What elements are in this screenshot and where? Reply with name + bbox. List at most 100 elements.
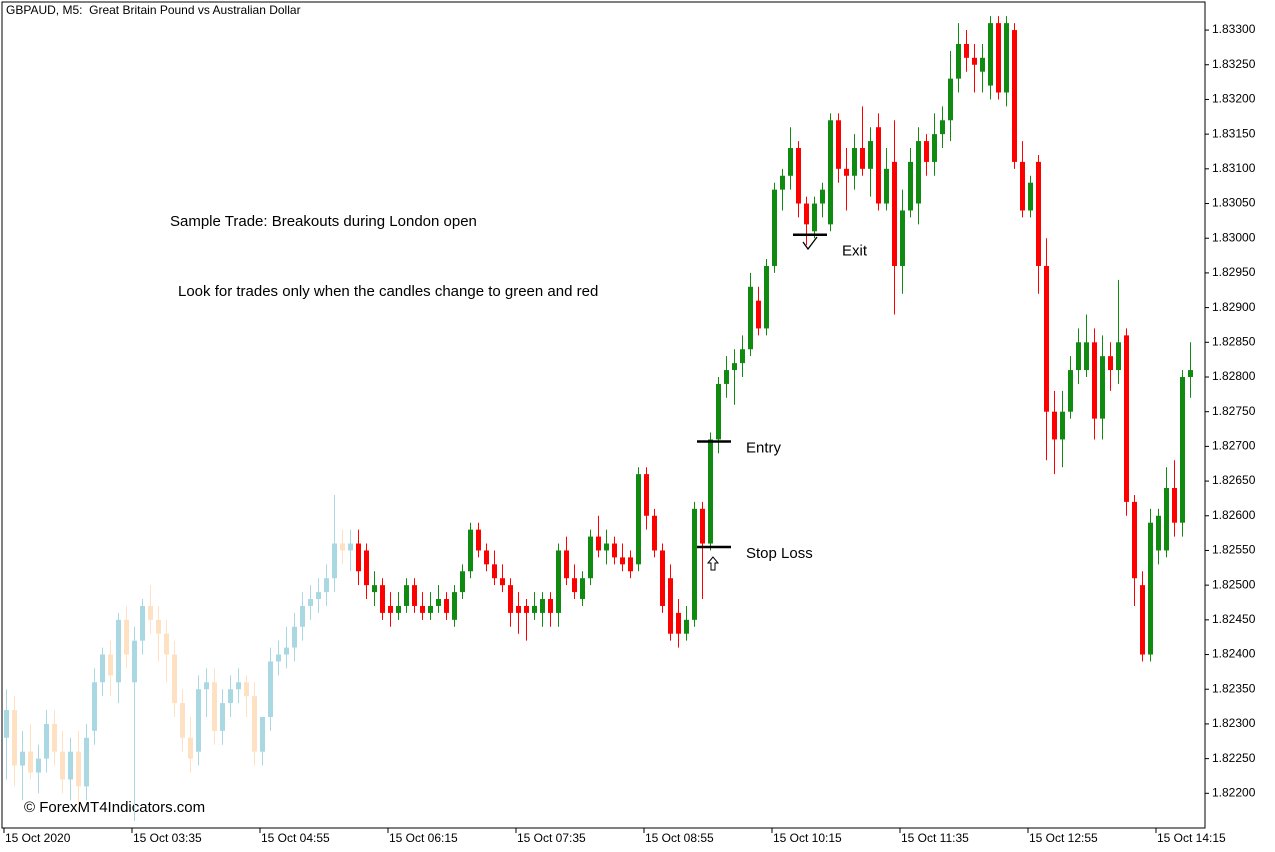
candle-body <box>860 148 865 169</box>
candle-body <box>908 161 913 211</box>
candle-body <box>372 585 377 593</box>
candle-body <box>356 543 361 572</box>
candle-body <box>1188 370 1193 377</box>
candle-body <box>628 557 633 572</box>
candle-body <box>1092 342 1097 419</box>
level-label: Stop Loss <box>746 545 813 562</box>
candle-body <box>540 599 545 613</box>
candle-body <box>348 543 353 551</box>
y-tick-label: 1.82300 <box>1212 716 1256 730</box>
candle-body <box>1124 335 1129 502</box>
y-tick-label: 1.83000 <box>1212 230 1256 244</box>
candle-body <box>1076 342 1081 371</box>
candle-body <box>620 557 625 565</box>
candle-body <box>636 474 641 565</box>
candle-body <box>980 57 985 72</box>
exit-check-icon <box>802 236 818 251</box>
y-tick-label: 1.83250 <box>1212 57 1256 71</box>
candle-body <box>204 682 209 690</box>
candle-body <box>708 439 713 544</box>
candle-body <box>492 564 497 579</box>
candle-body <box>396 605 401 613</box>
candle-body <box>108 654 113 676</box>
x-tick-label: 15 Oct 2020 <box>5 831 71 845</box>
stop-arrow-icon <box>706 556 720 571</box>
candle-body <box>948 78 953 121</box>
candle-body <box>1052 411 1057 440</box>
candle-body <box>468 529 473 572</box>
candle-body <box>596 536 601 551</box>
candle-body <box>36 758 41 773</box>
candle-body <box>164 633 169 655</box>
candle-body <box>340 543 345 551</box>
candle-body <box>844 168 849 176</box>
candle-body <box>180 703 185 738</box>
candle-body <box>892 161 897 266</box>
candle-body <box>460 571 465 593</box>
candle-body <box>1044 265 1049 412</box>
plot-frame <box>1 1 1206 829</box>
x-tick-label: 15 Oct 08:55 <box>645 831 714 845</box>
candle-body <box>652 515 657 551</box>
candle-body <box>604 543 609 551</box>
candle-body <box>1100 356 1105 419</box>
x-tick-label: 15 Oct 10:15 <box>773 831 842 845</box>
candle-body <box>572 578 577 593</box>
candle-body <box>20 751 25 766</box>
candle-body <box>284 647 289 655</box>
candle-body <box>1132 501 1137 579</box>
candle-body <box>724 370 729 384</box>
candle-body <box>1004 23 1009 93</box>
x-tick-label: 15 Oct 06:15 <box>389 831 458 845</box>
y-tick-label: 1.82400 <box>1212 647 1256 661</box>
chart-title: GBPAUD, M5: Great Britain Pound vs Austr… <box>6 3 301 17</box>
candle-body <box>612 543 617 558</box>
y-tick-label: 1.82600 <box>1212 508 1256 522</box>
candle-body <box>404 585 409 606</box>
candle-body <box>524 605 529 613</box>
candle-body <box>940 120 945 135</box>
candle-body <box>500 578 505 586</box>
candle-body <box>124 619 129 655</box>
candle-body <box>196 689 201 752</box>
candle-body <box>532 605 537 613</box>
x-tick-label: 15 Oct 03:35 <box>133 831 202 845</box>
candle-body <box>1036 161 1041 266</box>
candle-body <box>932 134 937 162</box>
candle-body <box>428 605 433 613</box>
candle-body <box>364 550 369 586</box>
candle-body <box>220 703 225 731</box>
candle-body <box>412 585 417 606</box>
candle-body <box>1108 356 1113 371</box>
candle-body <box>244 682 249 697</box>
candle-body <box>388 605 393 613</box>
candle-body <box>60 751 65 780</box>
candle-body <box>436 599 441 606</box>
candle-body <box>812 203 817 232</box>
candle-body <box>868 141 873 169</box>
candle-body <box>684 619 689 634</box>
candle-body <box>1084 342 1089 371</box>
candle-body <box>28 751 33 773</box>
candle-body <box>380 585 385 613</box>
candle-body <box>508 585 513 613</box>
candle-body <box>788 148 793 176</box>
x-tick-label: 15 Oct 12:55 <box>1029 831 1098 845</box>
candle-body <box>260 716 265 752</box>
candle-body <box>588 536 593 579</box>
candle-body <box>236 682 241 690</box>
candle-body <box>548 599 553 613</box>
x-tick-label: 15 Oct 04:55 <box>261 831 330 845</box>
candle-body <box>516 605 521 613</box>
candle-body <box>332 543 337 579</box>
candle-body <box>76 751 81 787</box>
candle-body <box>556 550 561 613</box>
candle-body <box>4 710 9 738</box>
candle-body <box>964 43 969 58</box>
candle-body <box>740 349 745 364</box>
candle-body <box>924 141 929 162</box>
x-tick-label: 15 Oct 07:35 <box>517 831 586 845</box>
candle-body <box>996 23 1001 93</box>
